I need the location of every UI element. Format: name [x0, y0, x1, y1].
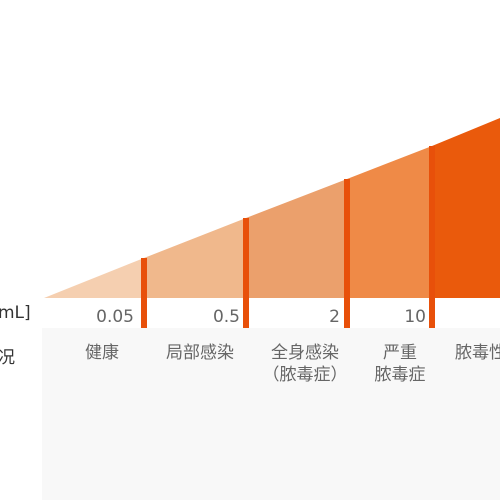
stage-label-line1: 局部感染 [166, 343, 234, 363]
stage-label-healthy: 健康 [62, 342, 142, 364]
stage-label-line1: 脓毒性 [455, 343, 500, 363]
stage-label-line1: 严重 [383, 343, 417, 363]
band-septic-shock [432, 118, 500, 298]
threshold-label-1: 0.05 [96, 307, 134, 327]
stage-label-line2: （脓毒症） [262, 365, 348, 385]
band-healthy [44, 258, 144, 298]
threshold-label-2: 0.5 [212, 307, 240, 327]
band-severe-sepsis [347, 146, 432, 298]
axis-unit-label: mL] [0, 303, 31, 323]
stage-label-line2: 脓毒症 [374, 365, 426, 385]
axis-category-label: 况 [0, 348, 15, 368]
stage-label-line1: 健康 [85, 343, 119, 363]
threshold-label-4: 10 [404, 307, 426, 327]
stage-label-line1: 全身感染 [271, 343, 339, 363]
lower-background-panel [42, 328, 500, 500]
band-local-infection [144, 218, 246, 298]
stage-label-septic-shock: 脓毒性 [455, 342, 500, 364]
threshold-label-3: 2 [329, 307, 340, 327]
stage-label-systemic-infection: 全身感染 （脓毒症） [250, 342, 360, 386]
stage-label-severe-sepsis: 严重 脓毒症 [360, 342, 440, 386]
stage-label-local-infection: 局部感染 [150, 342, 250, 364]
band-systemic-infection [246, 179, 347, 298]
